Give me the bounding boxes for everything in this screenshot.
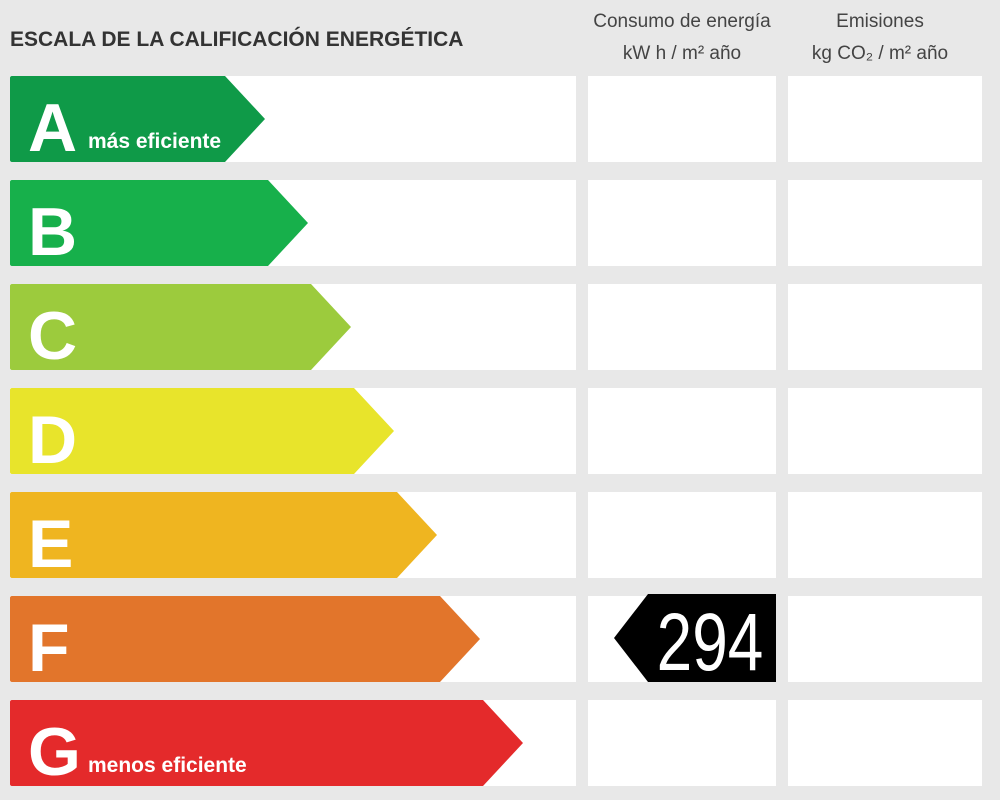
column-unit: kg CO₂ / m² año [812, 43, 948, 64]
emissions-cell [788, 492, 982, 578]
emissions-cell [788, 700, 982, 786]
title: ESCALA DE LA CALIFICACIÓN ENERGÉTICA [10, 27, 463, 51]
rating-arrow [10, 284, 351, 370]
consumption-cell [588, 388, 776, 474]
rating-arrow [10, 76, 265, 162]
rating-arrow [10, 700, 523, 786]
rating-arrow [10, 180, 308, 266]
consumption-cell [588, 76, 776, 162]
column-unit: kW h / m² año [623, 43, 741, 64]
rating-arrow [10, 388, 394, 474]
emissions-cell [788, 284, 982, 370]
rating-letter: E [28, 506, 73, 582]
rating-letter: C [28, 298, 77, 374]
consumption-badge [614, 594, 776, 682]
rating-letter: B [28, 194, 77, 270]
rating-letter: F [28, 610, 70, 686]
consumption-cell [588, 284, 776, 370]
consumption-cell [588, 180, 776, 266]
emissions-cell [788, 388, 982, 474]
rating-letter: A [28, 90, 77, 166]
rating-letter: G [28, 714, 81, 790]
emissions-cell [788, 596, 982, 682]
column-title: Emisiones [836, 11, 924, 32]
rating-label: más eficiente [88, 130, 221, 153]
consumption-cell [588, 492, 776, 578]
emissions-cell [788, 180, 982, 266]
rating-arrow [10, 596, 480, 682]
rating-label: menos eficiente [88, 754, 247, 777]
consumption-cell [588, 700, 776, 786]
consumption-value: 294 [657, 595, 764, 688]
rating-letter: D [28, 402, 77, 478]
column-title: Consumo de energía [593, 11, 771, 32]
rating-arrow [10, 492, 437, 578]
emissions-cell [788, 76, 982, 162]
